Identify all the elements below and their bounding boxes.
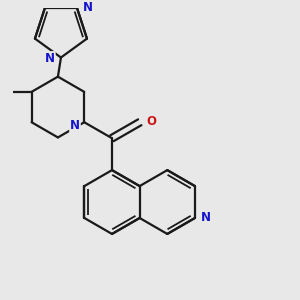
- Text: N: N: [83, 1, 93, 13]
- Text: N: N: [45, 52, 55, 65]
- Text: N: N: [70, 119, 80, 132]
- Text: O: O: [146, 115, 157, 128]
- Text: N: N: [200, 212, 210, 224]
